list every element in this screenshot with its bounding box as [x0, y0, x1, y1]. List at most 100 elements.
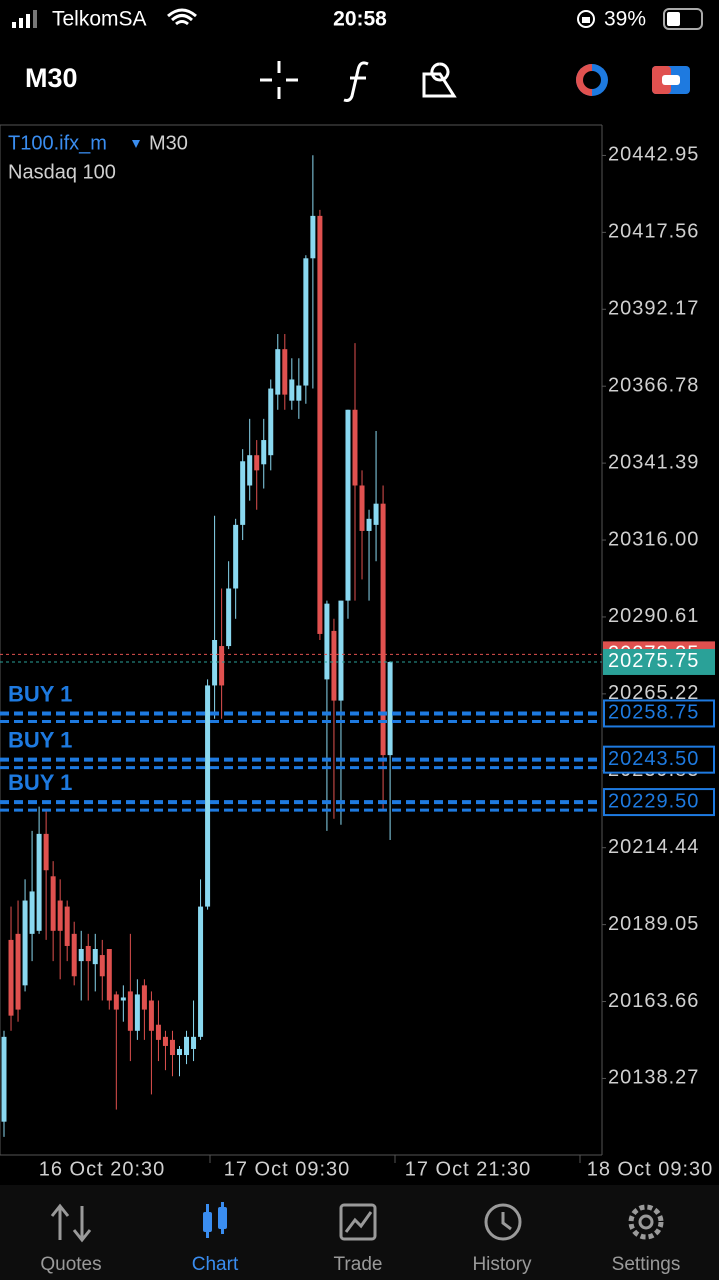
wifi-icon: [167, 8, 197, 26]
candle-body: [331, 630, 337, 701]
candle-body: [324, 603, 330, 680]
candle-body: [289, 379, 295, 401]
battery-fill: [667, 12, 680, 26]
candle-body: [162, 1036, 168, 1046]
history-icon: [484, 1203, 522, 1241]
y-tick-label: 20265.22: [608, 682, 699, 704]
tab-label[interactable]: Trade: [334, 1254, 383, 1275]
tab-label[interactable]: Settings: [612, 1254, 681, 1275]
candle-body: [352, 409, 358, 486]
trade-signal-icon: [583, 71, 601, 89]
candle-body: [127, 991, 133, 1031]
candle-body: [43, 833, 49, 871]
status-bar: TelkomSA 20:58 39%: [12, 8, 703, 31]
tab-label[interactable]: History: [472, 1254, 532, 1275]
chart-timeframe: M30: [149, 132, 188, 154]
chart-frame: [0, 124, 603, 1156]
order-price: 20229.50: [608, 790, 699, 812]
settings-icon: [628, 1204, 664, 1240]
chart-icon: [203, 1202, 227, 1238]
order-box: [603, 699, 715, 728]
order-name: BUY 1: [8, 770, 72, 795]
y-tick-label: 20290.61: [608, 605, 699, 627]
y-tick-label: 20392.17: [608, 298, 699, 320]
rotation-lock-icon: [577, 10, 595, 28]
candle-body: [373, 503, 379, 525]
candle-body: [15, 933, 21, 1010]
candle-body: [148, 1000, 154, 1031]
battery-level: 39%: [604, 8, 646, 31]
trade-icon: [339, 1203, 377, 1241]
candle-body: [275, 349, 281, 395]
tab-label[interactable]: Chart: [192, 1254, 239, 1275]
symbol-dropdown[interactable]: [132, 140, 140, 148]
candle-body: [233, 524, 239, 589]
candle-body: [71, 933, 77, 977]
candle-body: [345, 409, 351, 601]
overlay: T100.ifx_m M30 Nasdaq 100: [8, 132, 188, 183]
candle-body: [240, 461, 246, 525]
x-tick-label: 17 Oct 21:30: [405, 1158, 532, 1180]
signal-bar: [19, 18, 23, 28]
order-box: [603, 788, 715, 817]
y-tick-label: 20442.95: [608, 144, 699, 166]
candle-body: [282, 349, 288, 395]
description: Nasdaq 100: [8, 161, 116, 183]
y-tick-label: 20189.05: [608, 913, 699, 935]
candle-body: [254, 455, 260, 471]
objects-button[interactable]: [422, 62, 457, 98]
order-price: 20243.50: [608, 748, 699, 770]
order-name: BUY 1: [8, 727, 72, 752]
candle-body: [120, 997, 126, 1001]
candle-body: [205, 685, 211, 907]
order-price: 20258.75: [608, 702, 699, 724]
x-tick-label: 17 Oct 09:30: [224, 1158, 351, 1180]
one-click-icon: [652, 66, 671, 94]
candle-body: [261, 440, 267, 465]
tabs: Quotes Chart Trade History Settings: [40, 1202, 680, 1275]
candle-body: [198, 906, 204, 1037]
y-tick-label: 20341.39: [608, 451, 699, 473]
toolbar: M30: [25, 61, 690, 102]
candle-body: [155, 1024, 161, 1040]
y-tick-label: 20163.66: [608, 990, 699, 1012]
crosshair-button[interactable]: [260, 61, 298, 99]
x-tick-label: 16 Oct 20:30: [39, 1158, 166, 1180]
candle-body: [36, 833, 42, 931]
candle-body: [303, 258, 309, 386]
order-box: [603, 745, 715, 774]
candle-body: [29, 891, 35, 934]
candle-body: [338, 600, 344, 701]
order-name: BUY 1: [8, 681, 72, 706]
candle-body: [57, 900, 63, 931]
indicators-button[interactable]: [343, 61, 369, 102]
symbol[interactable]: T100.ifx_m: [8, 132, 107, 154]
candle-body: [50, 876, 56, 931]
candle-body: [134, 994, 140, 1031]
clock: 20:58: [333, 8, 387, 31]
candle-body: [296, 385, 302, 401]
signal-bar: [33, 10, 37, 28]
candle-body: [268, 388, 274, 456]
candle-body: [212, 640, 218, 686]
y-tick-label: 20366.78: [608, 374, 699, 396]
quotes-icon: [50, 1203, 92, 1243]
candle-body: [8, 939, 14, 1016]
plot: 20442.95 20417.56 20392.17 20366.78 20341.39…: [0, 144, 715, 1180]
tab-label[interactable]: Quotes: [40, 1254, 101, 1275]
bid-box: [603, 648, 715, 675]
candle-body: [141, 985, 147, 1010]
carrier: TelkomSA: [52, 8, 147, 31]
tab-bar: [0, 1185, 719, 1280]
y-tick-label: 20316.00: [608, 528, 699, 550]
trade-icon-line: [344, 1211, 373, 1233]
y-tick-label: 20138.27: [608, 1067, 699, 1089]
candle-body: [247, 455, 253, 486]
timeframe-button[interactable]: M30: [25, 63, 78, 93]
y-tick-label: 20214.44: [608, 836, 699, 858]
candle-body: [380, 503, 386, 756]
one-click-icon: [662, 75, 680, 85]
x-tick-label: 18 Oct 09:30: [587, 1158, 714, 1180]
